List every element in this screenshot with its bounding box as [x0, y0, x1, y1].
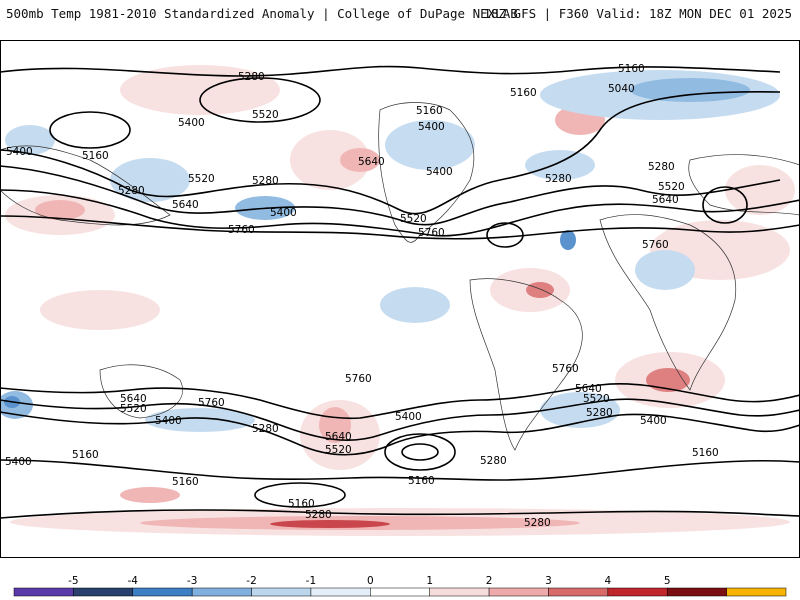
legend-tick-label: -5	[68, 575, 78, 587]
coastlines	[0, 102, 800, 451]
contour-label: 5400	[270, 207, 297, 219]
contour-label: 5640	[358, 156, 385, 168]
contour-label: 5760	[198, 397, 225, 409]
contour-label: 5400	[395, 411, 422, 423]
header: 500mb Temp 1981-2010 Standardized Anomal…	[0, 0, 800, 28]
contour-label: 5160	[172, 476, 199, 488]
legend-swatch	[666, 587, 727, 597]
height-contours	[0, 65, 800, 519]
contour-label: 5280	[648, 161, 675, 173]
legend-swatch	[548, 587, 609, 597]
contour-label: 5640	[575, 383, 602, 395]
contour-labels: 5280 5160 5160 5040 5520 5400 5160 5400 …	[5, 63, 719, 529]
contour-label: 5160	[618, 63, 645, 75]
contour-label: 5760	[228, 224, 255, 236]
contour-label: 5040	[608, 83, 635, 95]
contour-label: 5280	[238, 71, 265, 83]
legend-tick-label: -2	[246, 575, 256, 587]
model-run-info: 18Z GFS | F360 Valid: 18Z MON DEC 01 202…	[483, 6, 792, 21]
legend-tick-label: 3	[545, 575, 552, 587]
map-title: 500mb Temp 1981-2010 Standardized Anomal…	[6, 6, 518, 21]
legend-swatch	[251, 587, 312, 597]
contour-label: 5760	[642, 239, 669, 251]
legend-swatch	[132, 587, 193, 597]
contour-label: 5640	[325, 431, 352, 443]
legend-swatch	[429, 587, 490, 597]
contour-label: 5760	[552, 363, 579, 375]
legend-tick-label: 5	[664, 575, 671, 587]
legend-swatch	[726, 587, 787, 597]
contour-label: 5400	[426, 166, 453, 178]
legend-tick-label: 4	[605, 575, 612, 587]
contour-label: 5400	[178, 117, 205, 129]
legend-tick-label: 2	[486, 575, 493, 587]
legend-swatch	[488, 587, 549, 597]
contour-label: 5520	[120, 403, 147, 415]
anomaly-shading	[0, 65, 795, 536]
legend-bars	[13, 587, 787, 597]
legend-swatch	[13, 587, 74, 597]
contour-label: 5520	[583, 393, 610, 405]
contour-label: 5160	[72, 449, 99, 461]
contour-label: 5640	[172, 199, 199, 211]
contour-label: 5280	[545, 173, 572, 185]
contour-label: 5400	[640, 415, 667, 427]
contour-label: 5280	[586, 407, 613, 419]
contour-label: 5280	[252, 423, 279, 435]
contour-label: 5760	[345, 373, 372, 385]
contour-label: 5160	[82, 150, 109, 162]
legend-tick-label: 1	[426, 575, 433, 587]
legend-tick-label: -1	[306, 575, 316, 587]
contour-label: 5160	[408, 475, 435, 487]
contour-label: 5400	[155, 415, 182, 427]
contour-label: 5160	[416, 105, 443, 117]
contour-label: 5160	[692, 447, 719, 459]
anomaly-map: 5280 5160 5160 5040 5520 5400 5160 5400 …	[0, 40, 800, 558]
contour-label: 5520	[400, 213, 427, 225]
legend-tick-label: -3	[187, 575, 197, 587]
contour-label: 5520	[325, 444, 352, 456]
legend-swatch	[607, 587, 668, 597]
contour-label: 5400	[5, 456, 32, 468]
contour-label: 5280	[524, 517, 551, 529]
legend-swatch	[310, 587, 371, 597]
legend-swatch	[191, 587, 252, 597]
contour-label: 5160	[510, 87, 537, 99]
contour-label: 5520	[658, 181, 685, 193]
contour-label: 5160	[288, 498, 315, 510]
legend-swatch	[73, 587, 134, 597]
contour-label: 5400	[6, 146, 33, 158]
contour-label: 5520	[188, 173, 215, 185]
contour-label: 5280	[480, 455, 507, 467]
contour-label: 5280	[118, 185, 145, 197]
legend-ticks: -5 -4 -3 -2 -1 0 1 2 3 4 5	[68, 575, 670, 587]
contour-label: 5640	[120, 393, 147, 405]
contour-label: 5520	[252, 109, 279, 121]
legend-swatch	[370, 587, 430, 597]
color-scale-legend: -5 -4 -3 -2 -1 0 1 2 3 4 5	[13, 575, 787, 597]
contour-label: 5280	[305, 509, 332, 521]
legend-tick-label: 0	[367, 575, 374, 587]
legend-tick-label: -4	[128, 575, 139, 587]
contour-label: 5400	[418, 121, 445, 133]
contour-label: 5640	[652, 194, 679, 206]
contour-label: 5760	[418, 227, 445, 239]
contour-label: 5280	[252, 175, 279, 187]
